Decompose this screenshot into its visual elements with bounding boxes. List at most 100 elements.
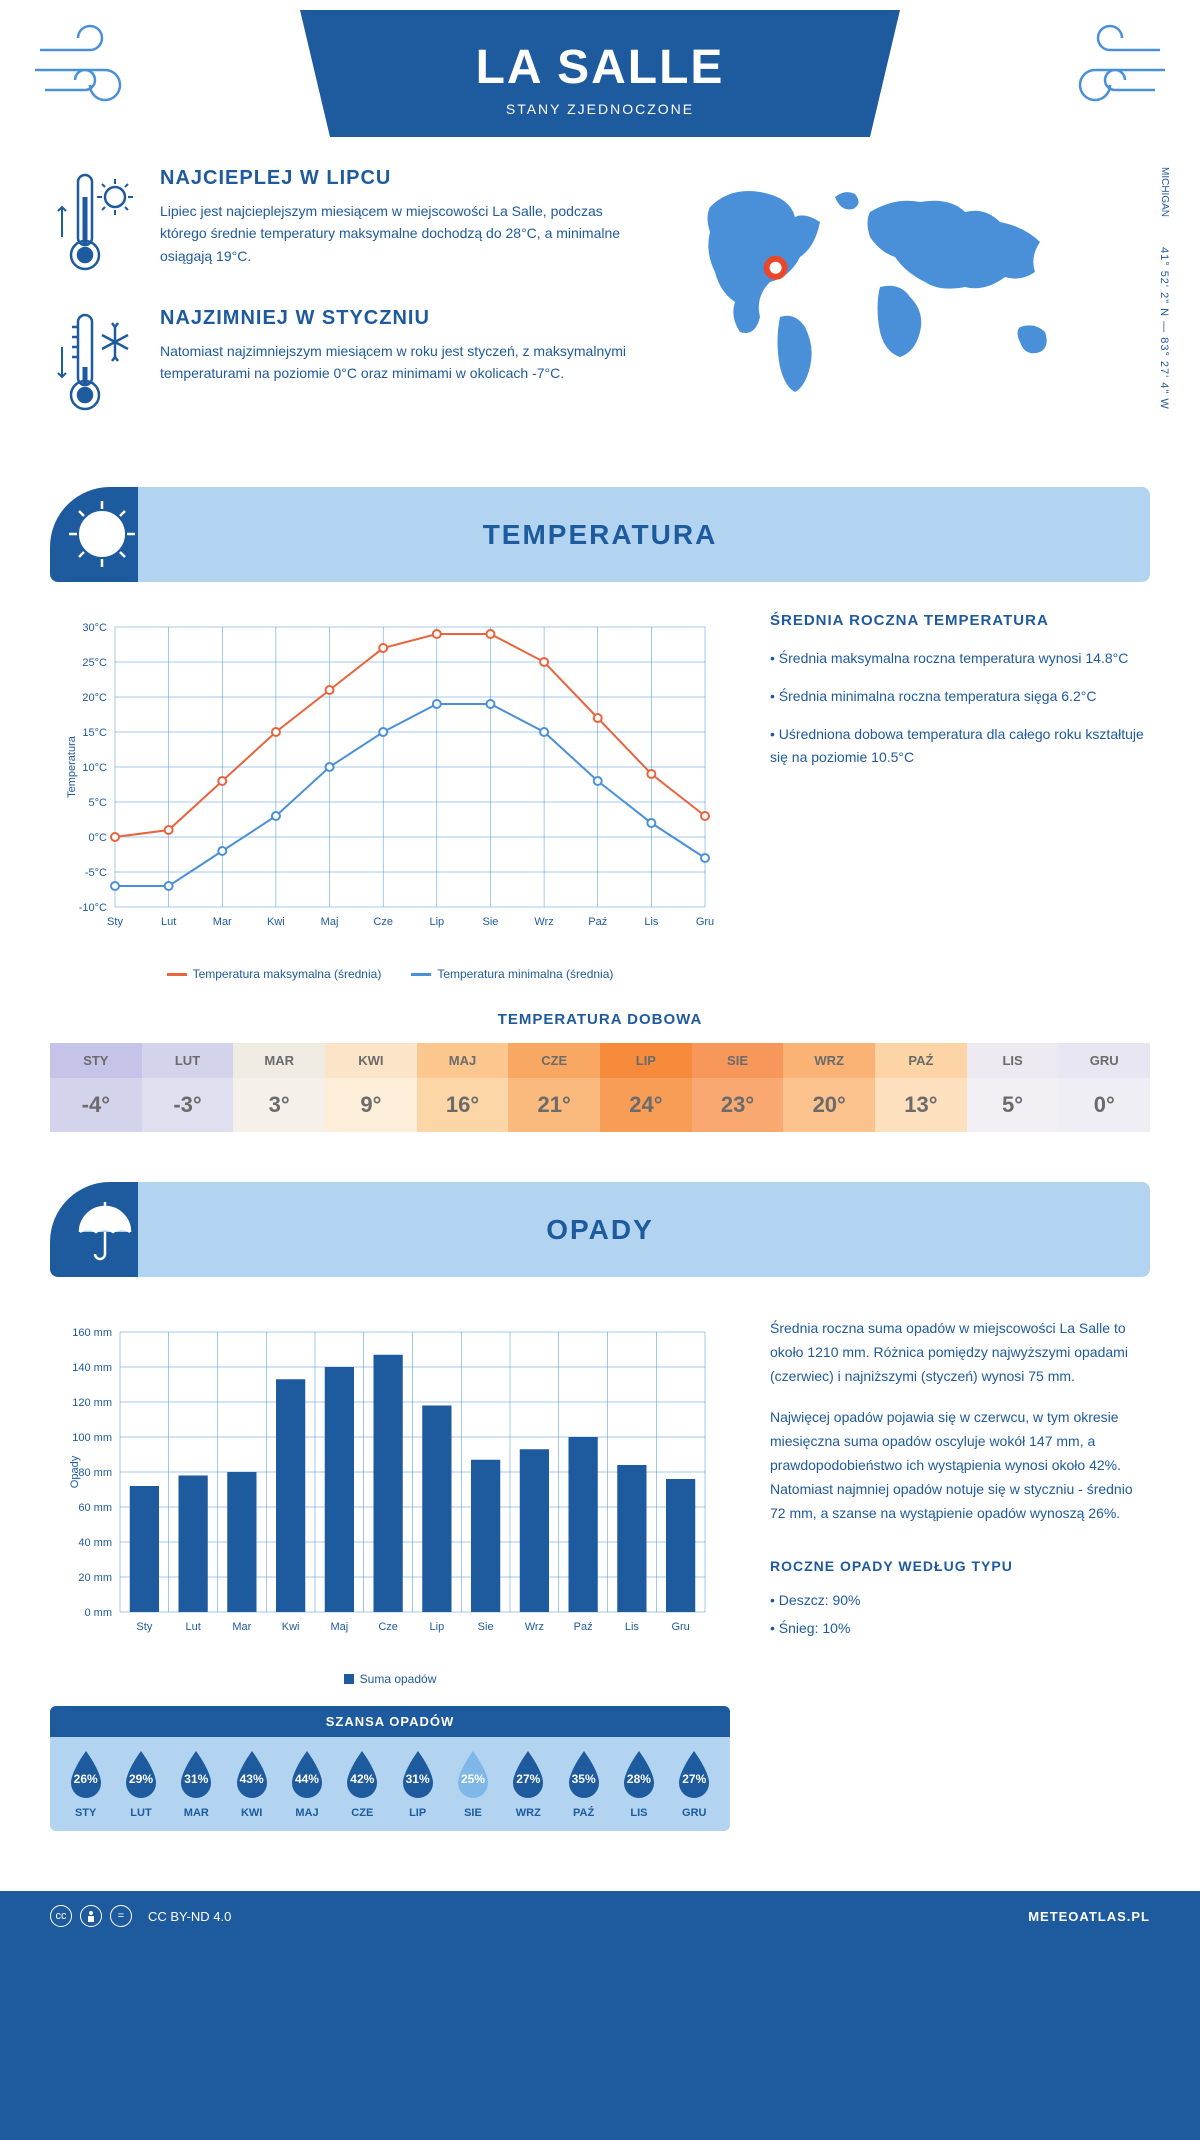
fact-hot-body: Lipiec jest najcieplejszym miesiącem w m… [160,200,630,267]
svg-text:Lis: Lis [625,1621,640,1633]
daily-temp-cell: PAŹ13° [875,1043,967,1132]
month-value: 9° [325,1078,417,1132]
precip-type-box: ROCZNE OPADY WEDŁUG TYPU • Deszcz: 90% • … [770,1555,1150,1640]
svg-text:Kwi: Kwi [267,916,285,928]
svg-text:Sty: Sty [107,916,123,928]
section-title-precipitation: OPADY [546,1214,654,1246]
month-label: PAŹ [875,1043,967,1078]
svg-text:Mar: Mar [232,1621,251,1633]
daily-temp-cell: LIS5° [967,1043,1059,1132]
month-value: 3° [233,1078,325,1132]
svg-text:Wrz: Wrz [534,916,553,928]
month-value: 13° [875,1078,967,1132]
raindrop-icon: 44% [286,1749,328,1801]
chance-month: MAR [169,1807,224,1819]
region-label: MICHIGAN [1159,167,1170,217]
precip-type-item: • Deszcz: 90% [770,1589,1150,1613]
month-value: 21° [508,1078,600,1132]
raindrop-icon: 27% [673,1749,715,1801]
temp-chart-legend: Temperatura maksymalna (średnia) Temperat… [50,967,730,981]
svg-text:Sty: Sty [136,1621,152,1633]
svg-text:60 mm: 60 mm [78,1502,112,1514]
cc-icon: cc [50,1905,72,1927]
svg-text:25°C: 25°C [82,657,107,669]
fact-hot-title: NAJCIEPLEJ W LIPCU [160,167,630,190]
precip-type-title: ROCZNE OPADY WEDŁUG TYPU [770,1555,1150,1579]
svg-text:100 mm: 100 mm [72,1432,112,1444]
footer-site: METEOATLAS.PL [1028,1909,1150,1924]
chance-month: WRZ [501,1807,556,1819]
map-column: MICHIGAN 41° 52' 2" N — 83° 27' 4" W [670,167,1150,447]
svg-text:Lis: Lis [644,916,659,928]
legend-label: Temperatura minimalna (średnia) [437,967,613,981]
svg-text:Cze: Cze [378,1621,398,1633]
legend-item: Temperatura maksymalna (średnia) [167,967,382,981]
svg-text:Gru: Gru [671,1621,689,1633]
temp-info-title: ŚREDNIA ROCZNA TEMPERATURA [770,612,1150,629]
svg-text:Temperatura: Temperatura [66,735,78,798]
svg-text:20 mm: 20 mm [78,1572,112,1584]
daily-temp-cell: MAR3° [233,1043,325,1132]
daily-temp-cell: LUT-3° [142,1043,234,1132]
month-label: LUT [142,1043,234,1078]
fact-cold-title: NAJZIMNIEJ W STYCZNIU [160,307,630,330]
svg-text:Mar: Mar [213,916,232,928]
wind-icon-right [1050,20,1170,110]
svg-text:-5°C: -5°C [85,867,107,879]
svg-text:10°C: 10°C [82,762,107,774]
precipitation-bar-chart: 0 mm20 mm40 mm60 mm80 mm100 mm120 mm140 … [50,1317,730,1657]
temp-info-panel: ŚREDNIA ROCZNA TEMPERATURA • Średnia mak… [770,612,1150,981]
raindrop-icon: 31% [175,1749,217,1801]
svg-text:0°C: 0°C [89,832,108,844]
daily-temp-cell: LIP24° [600,1043,692,1132]
title-banner: LA SALLE STANY ZJEDNOCZONE [300,10,900,137]
temp-bullet: • Średnia maksymalna roczna temperatura … [770,647,1150,671]
month-label: LIP [600,1043,692,1078]
daily-temp-cell: GRU0° [1058,1043,1150,1132]
chance-month: LIS [611,1807,666,1819]
svg-text:120 mm: 120 mm [72,1397,112,1409]
raindrop-icon: 26% [65,1749,107,1801]
license-text: CC BY-ND 4.0 [148,1909,231,1924]
month-value: 0° [1058,1078,1150,1132]
raindrop-icon: 43% [231,1749,273,1801]
thermometer-cold-icon [50,307,140,417]
thermometer-hot-icon [50,167,140,277]
month-value: 23° [692,1078,784,1132]
content-area: NAJCIEPLEJ W LIPCU Lipiec jest najcieple… [0,137,1200,1891]
chance-item: 44%MAJ [279,1749,334,1819]
section-header-precipitation: OPADY [50,1182,1150,1277]
month-value: 20° [783,1078,875,1132]
chance-month: PAŹ [556,1807,611,1819]
daily-temp-title: TEMPERATURA DOBOWA [50,1011,1150,1028]
precip-info-panel: Średnia roczna suma opadów w miejscowośc… [770,1317,1150,1831]
svg-text:160 mm: 160 mm [72,1327,112,1339]
svg-text:Gru: Gru [696,916,714,928]
section-title-temperature: TEMPERATURA [483,519,718,551]
chance-item: 27%WRZ [501,1749,556,1819]
svg-text:Kwi: Kwi [282,1621,300,1633]
svg-text:Cze: Cze [373,916,393,928]
fact-cold: NAJZIMNIEJ W STYCZNIU Natomiast najzimni… [50,307,630,417]
raindrop-icon: 29% [120,1749,162,1801]
svg-text:80 mm: 80 mm [78,1467,112,1479]
precip-chart-legend: Suma opadów [50,1672,730,1686]
svg-text:Lip: Lip [429,916,444,928]
chance-item: 28%LIS [611,1749,666,1819]
footer-license: cc = CC BY-ND 4.0 [50,1905,231,1927]
temp-bullet: • Średnia minimalna roczna temperatura s… [770,685,1150,709]
raindrop-icon: 25% [452,1749,494,1801]
svg-text:Paź: Paź [588,916,607,928]
precip-type-item: • Śnieg: 10% [770,1617,1150,1641]
temp-bullet: • Uśredniona dobowa temperatura dla całe… [770,723,1150,771]
page-title: LA SALLE [300,40,900,95]
chance-month: SIE [445,1807,500,1819]
svg-text:Maj: Maj [331,1621,349,1633]
svg-text:Lut: Lut [161,916,176,928]
svg-text:30°C: 30°C [82,622,107,634]
section-header-temperature: TEMPERATURA [50,487,1150,582]
precip-chart-area: 0 mm20 mm40 mm60 mm80 mm100 mm120 mm140 … [50,1317,730,1831]
daily-temp-cell: STY-4° [50,1043,142,1132]
temperature-line-chart: -10°C-5°C0°C5°C10°C15°C20°C25°C30°CStyLu… [50,612,730,952]
month-value: -3° [142,1078,234,1132]
